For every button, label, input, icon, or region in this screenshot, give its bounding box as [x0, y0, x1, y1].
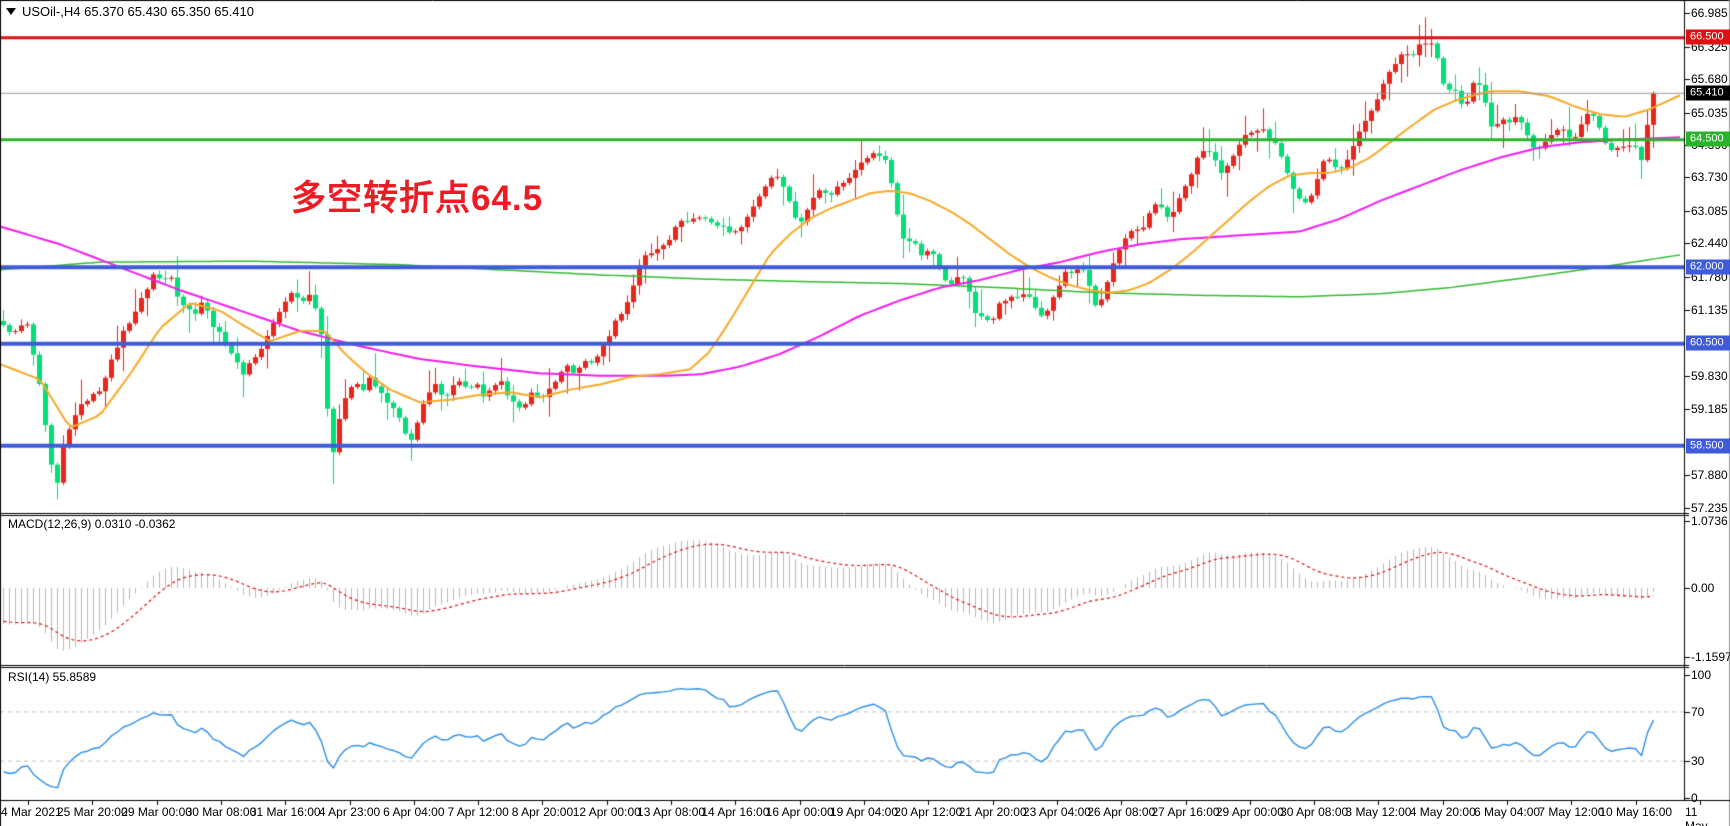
time-axis-label: 27 Apr 16:00	[1151, 805, 1220, 819]
time-axis-label: 4 May 20:00	[1409, 805, 1476, 819]
time-axis-label: 3 May 12:00	[1345, 805, 1412, 819]
time-axis-label: 29 Mar 00:00	[121, 805, 192, 819]
price-axis-tick: 66.985	[1691, 6, 1728, 20]
chart-annotation-text[interactable]: 多空转折点64.5	[291, 179, 544, 218]
price-axis-tick: 63.730	[1691, 170, 1728, 184]
price-axis-tick: 65.680	[1691, 72, 1728, 86]
time-axis-label: 29 Apr 00:00	[1215, 805, 1284, 819]
time-axis-label: 7 Apr 12:00	[447, 805, 509, 819]
time-axis-label: 26 Apr 08:00	[1087, 805, 1156, 819]
time-axis-label: 8 Apr 20:00	[511, 805, 574, 819]
time-axis-label: 23 Apr 04:00	[1022, 805, 1091, 819]
rsi-axis-tick: 70	[1691, 705, 1705, 719]
time-axis-label: 7 May 12:00	[1538, 805, 1605, 819]
time-axis-label: 24 Mar 2021	[0, 805, 62, 819]
price-level-badge: 65.410	[1686, 85, 1730, 101]
rsi-axis-tick: 30	[1691, 754, 1705, 768]
time-axis-label: 30 Apr 08:00	[1280, 805, 1349, 819]
symbol-dropdown-toggle-icon[interactable]	[6, 8, 16, 15]
price-level-badge: 64.500	[1686, 131, 1730, 147]
rsi-indicator-label: RSI(14) 55.8589	[8, 670, 97, 684]
price-axis-tick: 65.035	[1691, 106, 1728, 120]
price-axis-tick: 63.085	[1691, 204, 1728, 218]
price-axis-tick: 57.235	[1691, 501, 1728, 515]
price-level-badge: 58.500	[1686, 438, 1730, 454]
price-axis-tick: 61.135	[1691, 303, 1728, 317]
time-axis-label: 11 May 22:00	[1684, 805, 1708, 826]
time-axis-label: 25 Mar 20:00	[56, 805, 128, 819]
price-axis-tick: 59.830	[1691, 369, 1728, 383]
macd-axis-tick: 1.0736	[1691, 514, 1728, 528]
time-axis-label: 12 Apr 00:00	[572, 805, 641, 819]
time-axis-label: 6 May 04:00	[1474, 805, 1541, 819]
time-axis-label: 31 Mar 16:00	[249, 805, 321, 819]
price-level-badge: 60.500	[1686, 335, 1730, 351]
chart-title-bar: USOil-,H4 65.370 65.430 65.350 65.410	[6, 4, 254, 19]
time-axis-label: 30 Mar 08:00	[185, 805, 257, 819]
rsi-axis-tick: 100	[1691, 668, 1712, 682]
price-level-badge: 66.500	[1686, 29, 1730, 45]
time-axis-label: 16 Apr 00:00	[765, 805, 834, 819]
time-axis-label: 13 Apr 08:00	[637, 805, 706, 819]
time-axis-label: 21 Apr 20:00	[958, 805, 1027, 819]
time-axis-label: 6 Apr 04:00	[383, 805, 445, 819]
rsi-axis-tick: 0	[1691, 791, 1698, 805]
time-axis-label: 4 Apr 23:00	[318, 805, 381, 819]
macd-indicator-label: MACD(12,26,9) 0.0310 -0.0362	[8, 517, 176, 531]
time-axis-label: 14 Apr 16:00	[701, 805, 770, 819]
macd-axis-tick: 0.00	[1691, 581, 1715, 595]
price-axis-tick: 62.440	[1691, 236, 1728, 250]
price-axis-tick: 59.185	[1691, 402, 1728, 416]
price-level-badge: 62.000	[1686, 259, 1730, 275]
chart-title: USOil-,H4 65.370 65.430 65.350 65.410	[22, 4, 255, 19]
time-axis-label: 19 Apr 04:00	[829, 805, 899, 819]
time-axis-label: 10 May 16:00	[1599, 805, 1673, 819]
macd-axis-tick: -1.1597	[1691, 650, 1730, 664]
time-axis-label: 20 Apr 12:00	[894, 805, 963, 819]
price-axis-tick: 57.880	[1691, 468, 1728, 482]
